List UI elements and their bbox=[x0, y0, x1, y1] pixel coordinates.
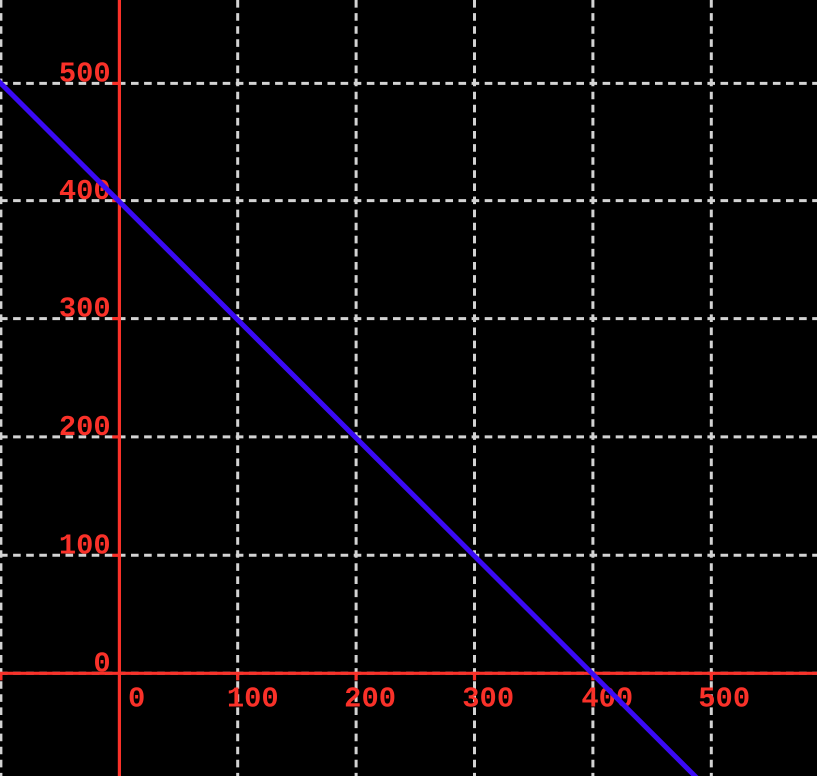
svg-text:300: 300 bbox=[462, 682, 514, 715]
svg-text:0: 0 bbox=[128, 682, 145, 715]
svg-text:200: 200 bbox=[59, 411, 111, 444]
svg-text:100: 100 bbox=[227, 682, 279, 715]
svg-text:200: 200 bbox=[344, 682, 396, 715]
svg-text:0: 0 bbox=[93, 647, 110, 680]
svg-text:300: 300 bbox=[59, 293, 111, 326]
svg-text:500: 500 bbox=[59, 57, 111, 90]
svg-text:100: 100 bbox=[59, 529, 111, 562]
svg-text:400: 400 bbox=[59, 175, 111, 208]
svg-text:500: 500 bbox=[698, 682, 750, 715]
